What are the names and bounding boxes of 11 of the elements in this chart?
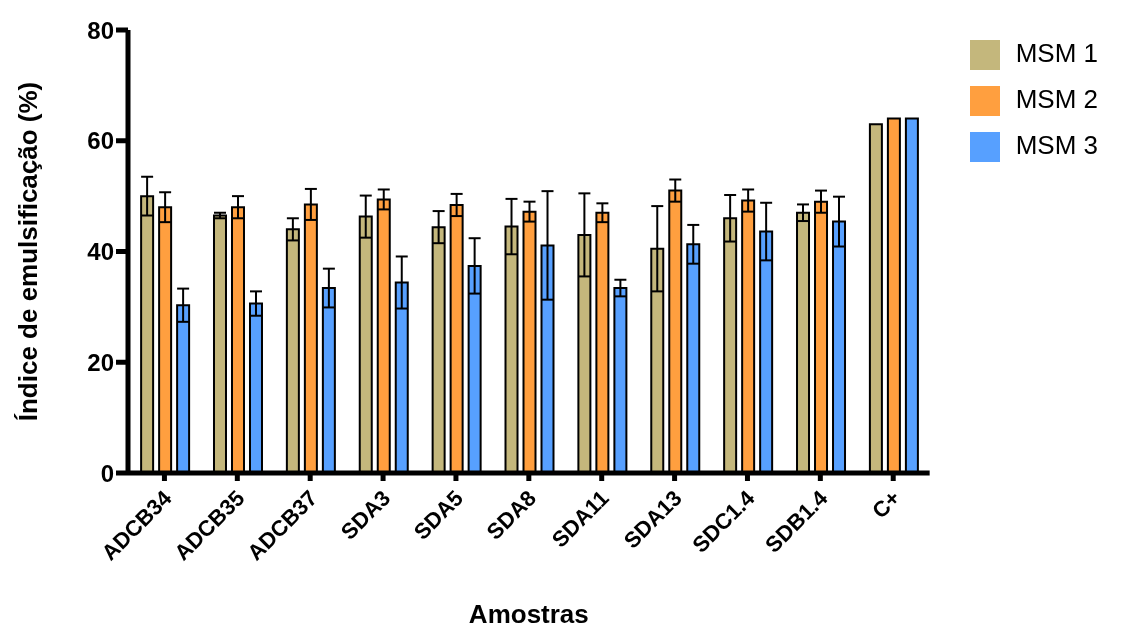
legend-label: MSM 3 (1015, 130, 1098, 160)
y-tick-label: 40 (87, 238, 114, 266)
y-tick-label: 0 (100, 459, 114, 487)
x-axis-title: Amostras (468, 599, 589, 629)
y-tick-label: 60 (87, 127, 114, 155)
y-tick-label: 20 (87, 348, 114, 376)
legend-label: MSM 2 (1015, 84, 1098, 114)
legend-label: MSM 1 (1015, 38, 1098, 68)
x-tick-label: C+ (867, 485, 906, 524)
y-axis-title: Índice de emulsificação (%) (13, 81, 44, 422)
y-tick-label: 80 (87, 16, 114, 44)
